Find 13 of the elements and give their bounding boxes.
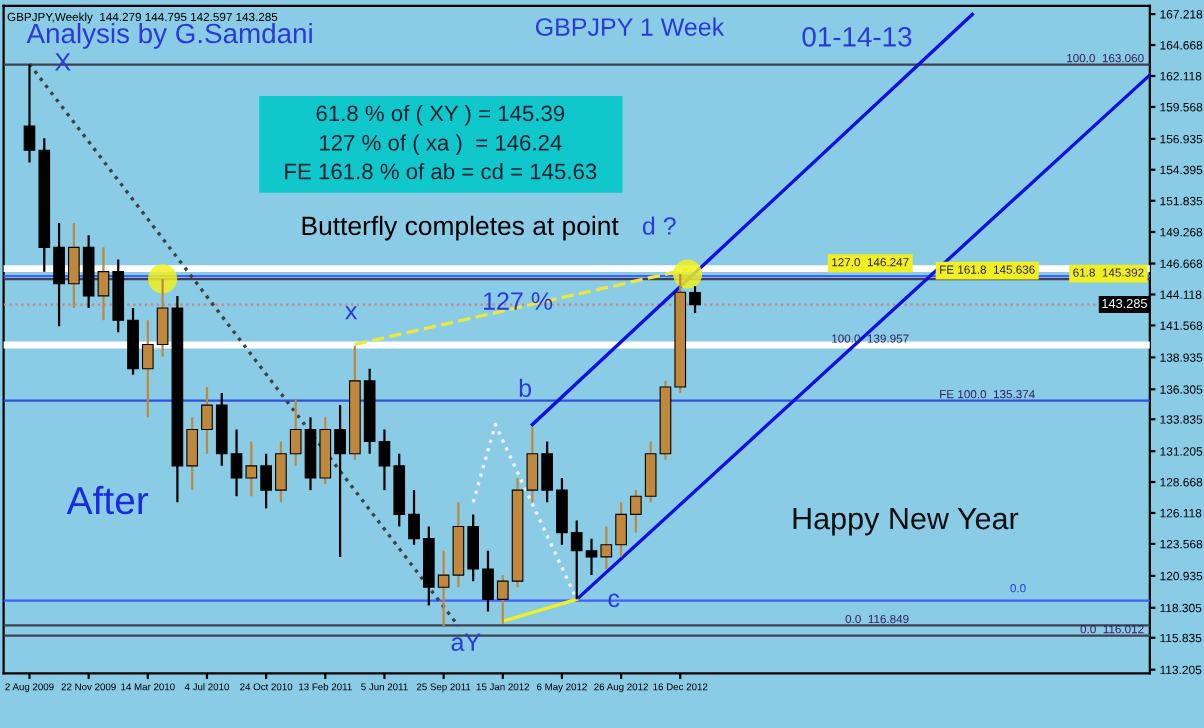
annotation: x xyxy=(345,306,358,320)
annotation: 61.8 % of ( XY ) = 145.39 xyxy=(316,104,565,126)
annotation: 01-14-13 xyxy=(802,26,912,47)
annotation: After xyxy=(66,485,149,515)
annotation: aY xyxy=(451,633,481,651)
annotation: 127 % of ( xa ) = 146.24 xyxy=(320,134,562,156)
chart-title: GBPJPY 1 Week xyxy=(535,17,725,36)
annotation: Butterfly completes at point xyxy=(302,215,619,241)
annotation: Happy New Year xyxy=(793,508,1019,536)
annotation: FE 161.8 % of ab = cd = 145.63 xyxy=(285,163,597,180)
annotation: d ? xyxy=(642,216,676,235)
annotation: b xyxy=(519,378,532,398)
annotation: Analysis by G.Samdani xyxy=(26,22,312,49)
